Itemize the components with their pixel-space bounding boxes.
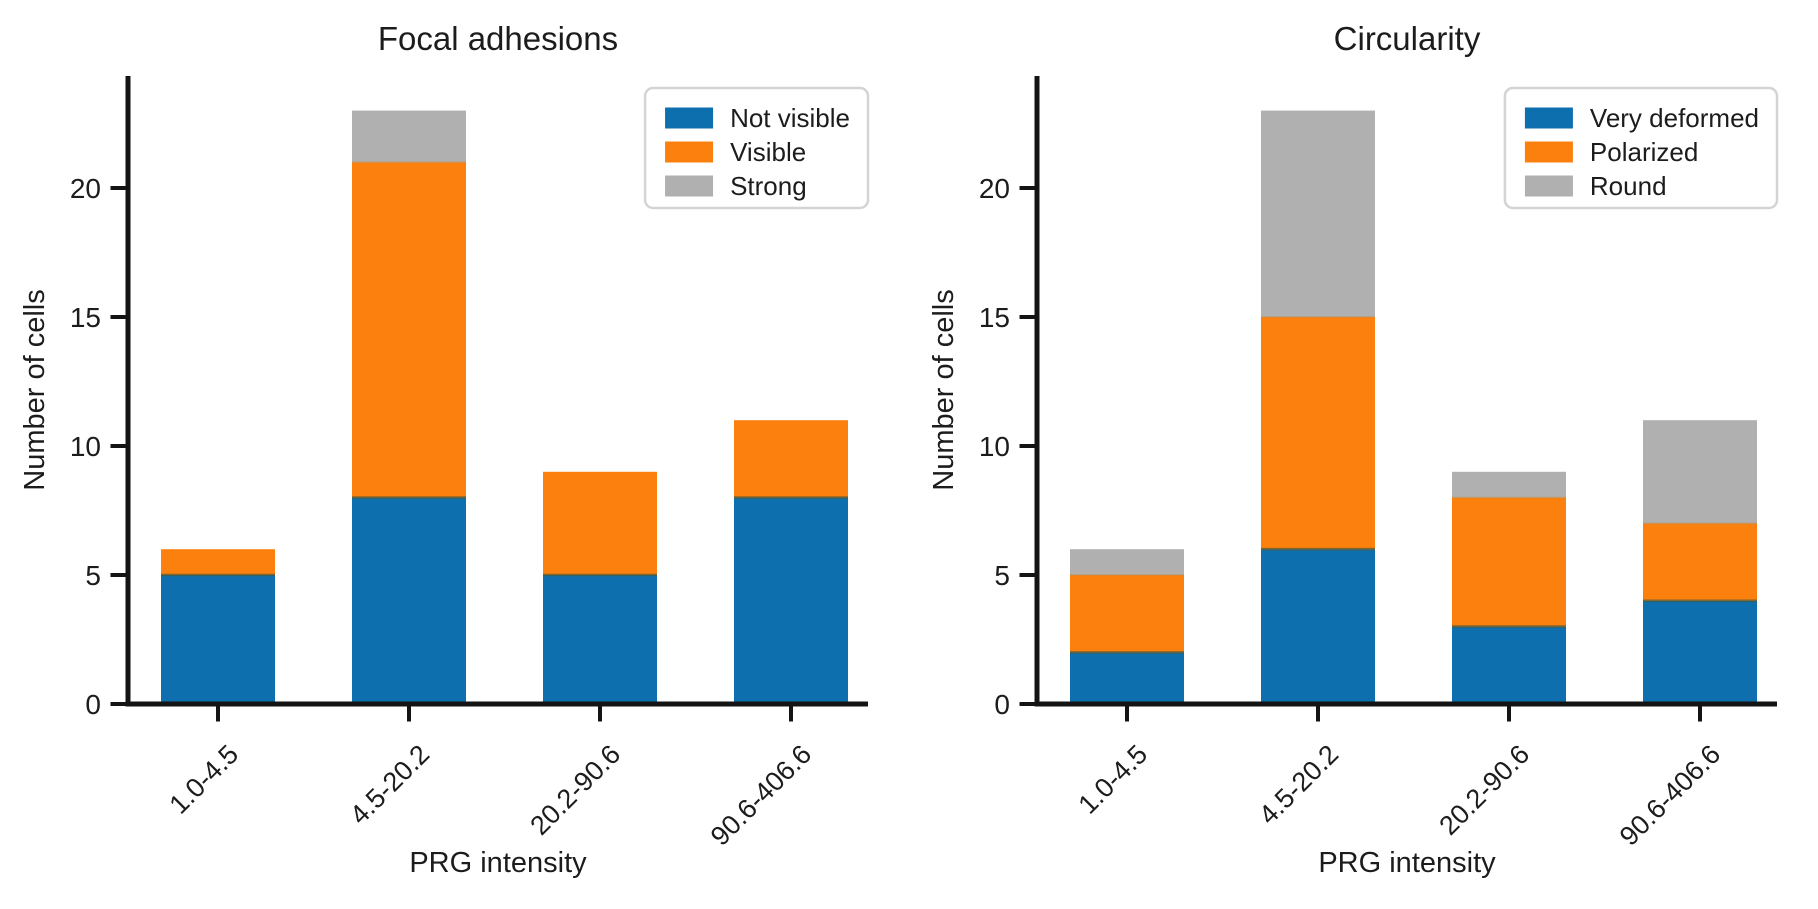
x-tick-label: 1.0-4.5 — [1073, 739, 1154, 820]
y-tick-label: 5 — [85, 560, 101, 591]
legend-label-very-deformed: Very deformed — [1590, 103, 1759, 133]
x-tick-label: 90.6-406.6 — [705, 739, 818, 852]
segment-visible — [543, 471, 657, 575]
x-tick-label: 20.2-90.6 — [1433, 739, 1535, 841]
y-tick-label: 5 — [994, 560, 1010, 591]
y-tick-label: 0 — [994, 689, 1010, 720]
segment-not-visible — [161, 575, 275, 704]
legend-box — [1503, 86, 1779, 210]
y-tick-label: 10 — [70, 431, 101, 462]
segment-not-visible — [734, 497, 848, 704]
x-tick-label: 4.5-20.2 — [344, 739, 435, 830]
segment-visible — [161, 549, 275, 575]
legend-swatch-visible — [665, 141, 714, 163]
segment-strong — [352, 110, 466, 163]
legend: Very deformed Polarized Round — [1503, 86, 1779, 210]
segment-polarized — [1643, 523, 1757, 601]
bar-20-2-90-6 — [1452, 471, 1566, 704]
y-axis-label: Number of cells — [928, 289, 960, 490]
segment-very-deformed — [1261, 549, 1375, 704]
segment-polarized — [1070, 575, 1184, 653]
y-tick-label: 20 — [979, 173, 1010, 204]
legend-label-polarized: Polarized — [1590, 137, 1698, 167]
segment-round — [1643, 420, 1757, 524]
segment-visible — [734, 420, 848, 498]
bar-1-0-4-5 — [161, 549, 275, 704]
plot-circularity: 0 5 10 15 20 1.0-4.5 4.5-20.2 20.2-90.6 90.6-406… — [928, 20, 1779, 879]
x-tick-label: 90.6-406.6 — [1614, 739, 1727, 852]
legend-label-round: Round — [1590, 171, 1667, 201]
y-axis-label: Number of cells — [19, 289, 51, 490]
plot-focal-adhesions: 0 5 10 15 20 1.0-4.5 4.5-20.2 20.2-90.6 90.6-406… — [19, 20, 870, 879]
x-tick-label: 1.0-4.5 — [164, 739, 245, 820]
bar-4-5-20-2 — [1261, 110, 1375, 704]
y-tick-label: 15 — [979, 302, 1010, 333]
legend-swatch-strong — [665, 175, 714, 197]
y-tick-label: 10 — [979, 431, 1010, 462]
segment-polarized — [1452, 497, 1566, 627]
segment-round — [1070, 549, 1184, 575]
legend: Not visible Visible Strong — [643, 86, 870, 210]
segment-not-visible — [352, 497, 466, 704]
segment-not-visible — [543, 575, 657, 704]
chart-focal-adhesions: 0 5 10 15 20 1.0-4.5 4.5-20.2 20.2-90.6 90.6-406… — [19, 20, 870, 879]
chart-title: Circularity — [1334, 20, 1481, 57]
y-tick-label: 20 — [70, 173, 101, 204]
legend-label-not-visible: Not visible — [730, 103, 850, 133]
segment-very-deformed — [1070, 652, 1184, 704]
y-tick-label: 15 — [70, 302, 101, 333]
segment-round — [1261, 110, 1375, 317]
segment-polarized — [1261, 317, 1375, 550]
legend-swatch-very-deformed — [1524, 107, 1573, 129]
chart-circularity: 0 5 10 15 20 1.0-4.5 4.5-20.2 20.2-90.6 90.6-406… — [909, 0, 1818, 909]
segment-very-deformed — [1643, 600, 1757, 704]
segment-very-deformed — [1452, 626, 1566, 704]
x-axis-label: PRG intensity — [1318, 847, 1496, 879]
legend-swatch-polarized — [1524, 141, 1573, 163]
segment-round — [1452, 471, 1566, 498]
bar-90-6-406-6 — [1643, 420, 1757, 704]
legend-label-visible: Visible — [730, 137, 806, 167]
bar-4-5-20-2 — [352, 110, 466, 704]
x-axis-label: PRG intensity — [409, 847, 587, 879]
bar-1-0-4-5 — [1070, 549, 1184, 704]
segment-visible — [352, 162, 466, 498]
y-tick-label: 0 — [85, 689, 101, 720]
legend-label-strong: Strong — [730, 171, 807, 201]
legend-swatch-round — [1524, 175, 1573, 197]
x-tick-label: 4.5-20.2 — [1253, 739, 1344, 830]
legend-swatch-not-visible — [665, 107, 714, 129]
chart-title: Focal adhesions — [378, 20, 618, 57]
bar-90-6-406-6 — [734, 420, 848, 704]
x-tick-label: 20.2-90.6 — [524, 739, 626, 841]
bar-20-2-90-6 — [543, 471, 657, 704]
